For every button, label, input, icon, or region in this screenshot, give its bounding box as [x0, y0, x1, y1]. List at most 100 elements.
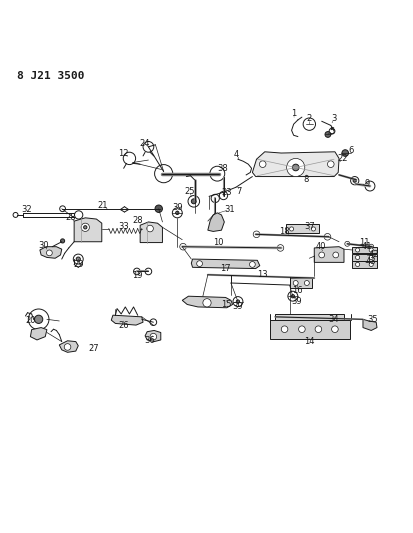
Bar [289, 278, 311, 288]
Circle shape [368, 248, 373, 252]
Polygon shape [182, 296, 232, 308]
Circle shape [83, 225, 87, 229]
Circle shape [175, 211, 178, 214]
Text: 12: 12 [118, 149, 128, 158]
Text: 32: 32 [21, 205, 31, 214]
Polygon shape [313, 247, 343, 262]
Circle shape [202, 298, 211, 307]
Circle shape [74, 211, 83, 219]
Circle shape [344, 241, 349, 246]
Text: 3: 3 [330, 114, 336, 123]
Circle shape [323, 233, 330, 240]
Circle shape [123, 152, 135, 165]
Text: 28: 28 [132, 216, 142, 225]
Circle shape [196, 261, 202, 266]
Circle shape [327, 161, 333, 167]
Text: 29: 29 [73, 260, 83, 269]
Text: 4: 4 [233, 150, 239, 159]
Text: 8: 8 [303, 175, 308, 184]
Circle shape [154, 205, 162, 213]
Text: 27: 27 [88, 344, 99, 353]
Circle shape [355, 248, 359, 252]
Circle shape [76, 257, 80, 261]
Circle shape [209, 166, 224, 181]
Circle shape [350, 176, 358, 185]
Circle shape [314, 326, 321, 333]
Polygon shape [145, 330, 160, 342]
Circle shape [172, 208, 182, 218]
Text: 39: 39 [291, 297, 301, 306]
Text: 20: 20 [25, 317, 36, 326]
Circle shape [352, 179, 356, 182]
Circle shape [259, 161, 266, 167]
Text: 43: 43 [365, 257, 375, 266]
Circle shape [154, 165, 172, 183]
Bar [351, 247, 376, 253]
Text: 39: 39 [171, 204, 182, 213]
Polygon shape [252, 152, 338, 176]
Circle shape [73, 254, 83, 264]
Circle shape [324, 132, 330, 138]
Text: 11: 11 [358, 238, 369, 247]
Circle shape [276, 245, 283, 251]
Text: 17: 17 [220, 264, 230, 273]
Circle shape [364, 181, 374, 191]
Circle shape [219, 191, 227, 200]
Circle shape [298, 326, 304, 333]
Bar [30, 213, 37, 217]
Bar [45, 213, 52, 217]
Circle shape [46, 250, 52, 256]
Polygon shape [59, 341, 78, 352]
Circle shape [289, 227, 293, 231]
Circle shape [328, 128, 334, 134]
Circle shape [290, 295, 294, 298]
Text: 6: 6 [347, 147, 352, 156]
Bar [59, 213, 67, 217]
Text: 25: 25 [184, 187, 195, 196]
Text: 31: 31 [224, 205, 235, 214]
Circle shape [157, 168, 169, 180]
Text: 14: 14 [303, 337, 314, 346]
Circle shape [355, 262, 359, 266]
Bar [37, 213, 45, 217]
Polygon shape [207, 213, 224, 231]
Text: 28: 28 [65, 213, 76, 222]
Circle shape [292, 280, 297, 286]
Circle shape [146, 225, 153, 232]
Text: 33: 33 [118, 222, 129, 231]
Text: 26: 26 [118, 320, 129, 329]
Bar [52, 213, 59, 217]
Circle shape [332, 252, 338, 258]
Circle shape [368, 255, 373, 260]
Circle shape [133, 268, 140, 274]
Bar [67, 213, 74, 217]
Circle shape [188, 196, 199, 207]
Circle shape [311, 227, 315, 231]
Circle shape [59, 206, 65, 212]
Text: 39: 39 [232, 302, 243, 311]
Circle shape [331, 326, 337, 333]
Circle shape [287, 291, 297, 301]
Text: 9: 9 [363, 180, 369, 189]
Text: 13: 13 [257, 270, 267, 279]
Text: 16: 16 [291, 286, 301, 295]
Text: 18: 18 [279, 227, 289, 236]
Text: 35: 35 [367, 315, 377, 324]
Circle shape [233, 297, 242, 306]
Circle shape [341, 150, 348, 156]
Circle shape [236, 300, 239, 303]
Polygon shape [30, 328, 47, 340]
Text: 38: 38 [217, 164, 228, 173]
Text: 22: 22 [336, 154, 347, 163]
Bar [22, 213, 30, 217]
Circle shape [34, 315, 43, 324]
Text: 37: 37 [303, 222, 314, 231]
Text: 24: 24 [139, 139, 149, 148]
Circle shape [304, 120, 313, 128]
Text: 1: 1 [290, 109, 296, 118]
Text: 19: 19 [131, 271, 142, 280]
Polygon shape [40, 247, 62, 259]
Circle shape [60, 239, 64, 243]
Polygon shape [74, 218, 102, 242]
Circle shape [368, 244, 373, 249]
